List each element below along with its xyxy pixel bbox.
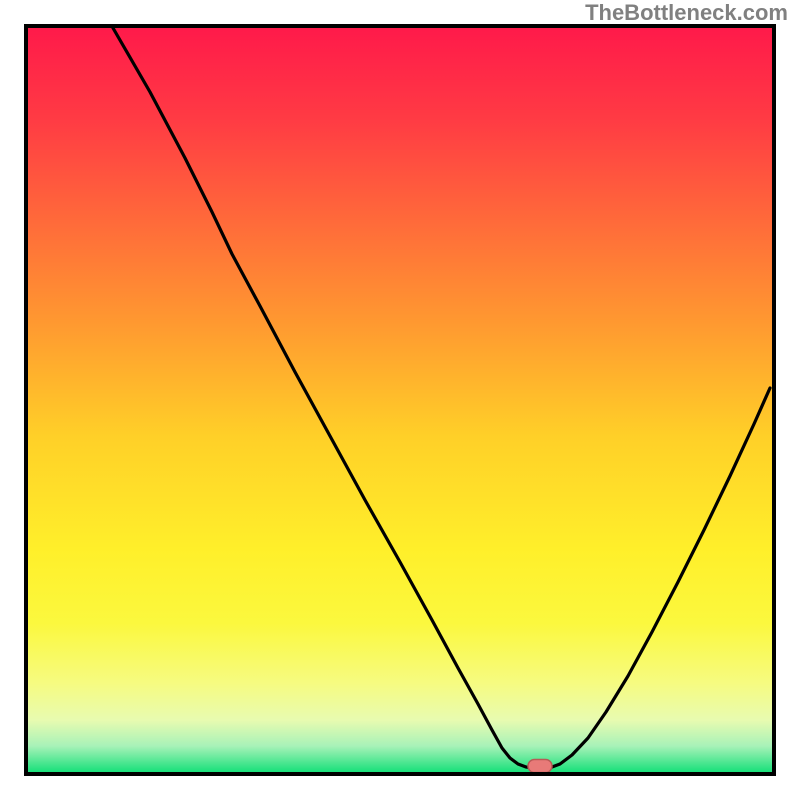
bottleneck-curve xyxy=(0,0,800,800)
chart-container: { "canvas": { "width": 800, "height": 80… xyxy=(0,0,800,800)
watermark-text: TheBottleneck.com xyxy=(585,0,788,26)
optimal-marker xyxy=(527,758,554,774)
